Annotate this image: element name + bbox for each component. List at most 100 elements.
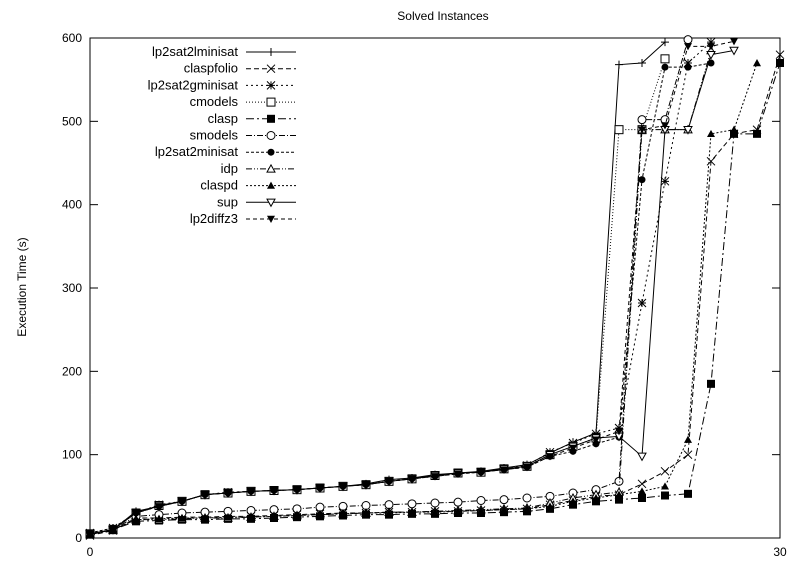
data-point-lp2diffz3: [109, 526, 117, 534]
data-point-clasp: [569, 500, 577, 509]
data-point-lp2diffz3: [638, 126, 646, 134]
data-point-claspd: [454, 507, 462, 515]
data-point-lp2sat2gminisat: [683, 58, 693, 68]
data-point-lp2diffz3: [178, 498, 186, 506]
series-line-sup: [89, 50, 735, 535]
legend-marker-cmodels: [266, 97, 276, 107]
data-point-lp2diffz3: [569, 444, 577, 452]
data-point-claspd: [132, 515, 140, 523]
series-line-claspd: [89, 62, 758, 536]
data-point-claspd: [224, 513, 232, 521]
data-point-lp2diffz3: [500, 466, 508, 474]
data-point-claspd: [730, 125, 738, 133]
data-point-clasp: [592, 497, 600, 506]
data-point-sup: [729, 46, 739, 56]
legend-marker-idp: [266, 163, 276, 173]
data-point-lp2sat2lminisat: [638, 59, 646, 67]
legend-marker-clasp: [267, 114, 275, 123]
data-point-lp2sat2lminisat: [661, 38, 669, 47]
data-point-lp2diffz3: [661, 122, 669, 130]
legend-marker-lp2diffz3: [267, 215, 275, 223]
legend-marker-lp2sat2lminisat: [267, 48, 275, 56]
data-point-lp2sat2gminisat: [637, 298, 647, 308]
data-point-claspd: [523, 504, 531, 513]
legend-label-cmodels: cmodels: [190, 94, 239, 109]
data-point-lp2diffz3: [477, 468, 485, 477]
legend-marker-lp2sat2minisat: [267, 148, 275, 156]
data-point-claspd: [569, 497, 577, 505]
data-point-clasp: [615, 495, 623, 504]
data-point-lp2diffz3: [523, 463, 531, 472]
data-point-lp2diffz3: [615, 428, 623, 436]
legend-marker-claspfolio: [266, 64, 276, 74]
data-point-claspd: [247, 513, 255, 521]
y-tick-label: 600: [62, 31, 82, 45]
data-point-claspd: [477, 506, 485, 514]
data-point-claspd: [592, 494, 600, 502]
series-idp: [85, 45, 716, 539]
data-point-clasp: [638, 494, 646, 502]
data-point-lp2sat2lminisat: [615, 60, 623, 69]
x-tick-label: 30: [773, 545, 787, 559]
data-point-claspd: [500, 505, 508, 513]
legend-entry-clasp: clasp: [208, 111, 296, 126]
data-point-clasp: [661, 491, 669, 500]
data-point-claspfolio: [775, 50, 785, 60]
series-claspfolio: [85, 50, 785, 540]
legend-entry-claspfolio: claspfolio: [184, 61, 296, 76]
series-lp2diffz3: [86, 38, 738, 538]
data-point-lp2diffz3: [201, 491, 209, 499]
data-point-claspd: [707, 129, 715, 138]
legend-label-lp2diffz3: lp2diffz3: [190, 211, 238, 226]
data-point-smodels: [637, 115, 647, 125]
data-point-claspd: [408, 508, 416, 516]
data-point-lp2sat2minisat: [661, 63, 669, 71]
legend-label-lp2sat2lminisat: lp2sat2lminisat: [152, 44, 238, 59]
y-tick-label: 500: [62, 114, 82, 128]
data-point-smodels: [683, 35, 693, 45]
data-point-lp2diffz3: [707, 43, 715, 51]
data-point-lp2diffz3: [592, 436, 600, 444]
series-line-lp2sat2gminisat: [89, 41, 712, 534]
legend-label-lp2sat2gminisat: lp2sat2gminisat: [148, 77, 239, 92]
data-point-clasp: [753, 129, 761, 138]
data-point-lp2sat2minisat: [592, 440, 600, 448]
series-line-idp: [89, 50, 712, 536]
legend-label-idp: idp: [221, 161, 238, 176]
legend-entry-lp2sat2gminisat: lp2sat2gminisat: [148, 77, 296, 92]
y-tick-label: 300: [62, 281, 82, 295]
legend-label-smodels: smodels: [190, 128, 239, 143]
data-point-claspfolio: [660, 466, 670, 476]
y-tick-label: 100: [62, 448, 82, 462]
data-point-lp2diffz3: [86, 530, 94, 538]
data-point-lp2diffz3: [247, 488, 255, 496]
data-point-claspd: [638, 487, 646, 495]
data-point-claspfolio: [637, 479, 647, 489]
legend-label-claspd: claspd: [200, 178, 238, 193]
legend-entry-idp: idp: [221, 161, 296, 176]
legend-entry-lp2sat2minisat: lp2sat2minisat: [155, 144, 296, 159]
data-point-claspd: [684, 435, 692, 443]
legend-label-lp2sat2minisat: lp2sat2minisat: [155, 144, 238, 159]
data-point-claspd: [661, 482, 669, 490]
series-line-cmodels: [89, 58, 666, 535]
data-point-cmodels: [660, 54, 670, 64]
data-point-lp2sat2minisat: [684, 63, 692, 71]
data-point-smodels: [407, 499, 417, 509]
data-point-clasp: [684, 489, 692, 498]
data-point-clasp: [707, 379, 715, 388]
y-tick-label: 400: [62, 198, 82, 212]
data-point-sup: [706, 50, 716, 60]
data-point-lp2diffz3: [224, 489, 232, 497]
y-tick-label: 200: [62, 364, 82, 378]
data-point-lp2diffz3: [316, 484, 324, 492]
data-point-clasp: [730, 129, 738, 138]
legend-entry-sup: sup: [217, 194, 296, 209]
series-smodels: [85, 35, 693, 539]
series-lp2sat2lminisat: [86, 38, 669, 538]
data-point-sup: [683, 125, 693, 135]
legend-entry-cmodels: cmodels: [190, 94, 296, 109]
data-point-sup: [637, 452, 647, 462]
legend-label-sup: sup: [217, 194, 238, 209]
